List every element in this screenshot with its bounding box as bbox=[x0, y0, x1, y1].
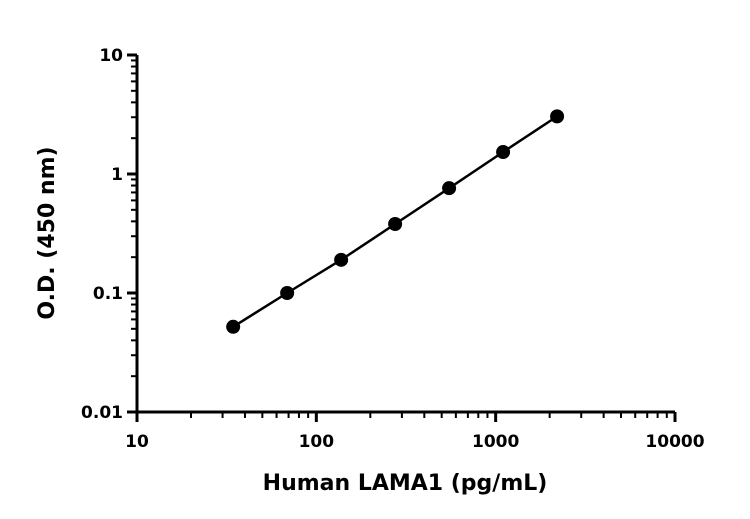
y-tick-label: 0.01 bbox=[81, 403, 123, 423]
y-tick-label: 0.1 bbox=[93, 284, 123, 304]
data-point bbox=[442, 181, 457, 196]
data-point bbox=[226, 319, 241, 334]
x-axis-label: Human LAMA1 (pg/mL) bbox=[263, 471, 548, 496]
data-point bbox=[334, 252, 349, 267]
data-point bbox=[280, 286, 295, 300]
x-tick-label: 100 bbox=[299, 432, 335, 452]
y-tick-label: 10 bbox=[99, 46, 123, 66]
x-tick-label: 10 bbox=[125, 432, 149, 452]
y-axis-label: O.D. (450 nm) bbox=[35, 146, 60, 319]
y-tick-label: 1 bbox=[111, 165, 123, 185]
data-point bbox=[388, 217, 403, 232]
x-tick-label: 10000 bbox=[645, 432, 704, 452]
x-tick-label: 1000 bbox=[472, 432, 519, 452]
data-point bbox=[496, 145, 511, 160]
data-point bbox=[550, 109, 565, 124]
